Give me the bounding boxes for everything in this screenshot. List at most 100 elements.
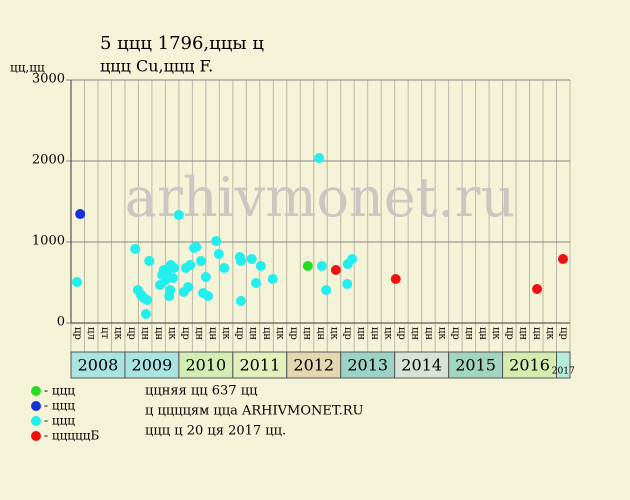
point <box>183 282 194 293</box>
x-sublabel: цр <box>180 327 191 340</box>
x-sublabel: цн <box>463 327 474 340</box>
x-sublabel: цн <box>531 327 542 340</box>
year-label: 2009 <box>132 356 173 375</box>
x-sublabel: цк <box>382 327 393 340</box>
point <box>219 263 230 274</box>
point <box>390 274 401 285</box>
y-tick-label: 3000 <box>32 72 65 87</box>
point <box>342 279 353 290</box>
legend-marker <box>31 401 41 411</box>
x-sublabel: цн <box>517 327 528 340</box>
watermark: arhivmonet.ru <box>125 166 515 229</box>
year-label: 2012 <box>293 356 334 375</box>
x-sublabel: цн <box>369 327 380 340</box>
note: ц ццццям ццa ARHIVMONET.RU <box>145 404 364 419</box>
point <box>144 256 155 267</box>
note: ццняя цц 637 цц <box>145 384 257 399</box>
legend-marker <box>31 431 41 441</box>
point <box>235 295 246 306</box>
legend-label: - ццц <box>44 399 75 413</box>
x-sublabel: цр <box>504 327 515 340</box>
x-sublabel: цн <box>409 327 420 340</box>
point <box>213 248 224 259</box>
x-sublabel: цр <box>234 327 245 340</box>
year-box <box>70 351 126 379</box>
point <box>251 277 262 288</box>
x-sublabel: цн <box>207 327 218 340</box>
year-label: 2017 <box>552 367 575 377</box>
y-axis-label: цц,цц <box>10 61 45 75</box>
x-sublabel: цк <box>544 327 555 340</box>
note: ццц ц 20 ця 2017 цц. <box>145 424 286 439</box>
point <box>211 236 222 247</box>
year-box <box>394 351 450 379</box>
point <box>246 254 257 265</box>
legend-marker <box>31 416 41 426</box>
point <box>196 256 207 267</box>
x-sublabel: цл <box>86 327 97 340</box>
year-label: 2013 <box>347 356 388 375</box>
x-sublabel: цн <box>194 327 205 340</box>
point <box>316 260 327 271</box>
year-label: 2016 <box>509 356 550 375</box>
x-sublabel: цк <box>113 327 124 340</box>
x-sublabel: цн <box>302 327 313 340</box>
x-sublabel: цр <box>342 327 353 340</box>
point <box>75 209 86 220</box>
point <box>130 243 141 254</box>
x-sublabel: цн <box>248 327 259 340</box>
point <box>557 254 568 265</box>
point <box>532 283 543 294</box>
x-sublabel: цт <box>99 327 110 339</box>
point <box>142 294 153 305</box>
x-sublabel: цк <box>221 327 232 340</box>
year-box <box>232 351 288 379</box>
x-sublabel: цр <box>288 327 299 340</box>
year-label: 2015 <box>455 356 496 375</box>
x-sublabel: цк <box>167 327 178 340</box>
x-sublabel: цр <box>558 327 569 340</box>
y-tick-label: 0 <box>57 315 65 330</box>
x-sublabel: цн <box>153 327 164 340</box>
chart-title: 5 ццц 1796,ццы ц <box>100 33 264 54</box>
year-box <box>178 351 234 379</box>
point <box>169 263 180 274</box>
x-sublabel: цр <box>396 327 407 340</box>
x-sublabel: цн <box>315 327 326 340</box>
point <box>173 210 184 221</box>
year-box <box>556 351 571 379</box>
point <box>255 260 266 271</box>
year-label: 2014 <box>401 356 442 375</box>
x-sublabel: цн <box>261 327 272 340</box>
legend-marker <box>31 386 41 396</box>
legend-label: - цццццБ <box>44 429 99 443</box>
x-sublabel: цк <box>436 327 447 340</box>
year-label: 2008 <box>78 356 119 375</box>
point <box>314 153 325 164</box>
year-label: 2011 <box>239 356 280 375</box>
point <box>191 242 202 253</box>
year-box <box>286 351 342 379</box>
x-sublabel: цн <box>423 327 434 340</box>
chart-subtitle: ццц Cu,ццц F. <box>100 57 213 76</box>
point <box>302 260 313 271</box>
point <box>140 309 151 320</box>
y-tick-label: 1000 <box>32 234 65 249</box>
point <box>185 260 196 271</box>
legend-label: - ццц <box>44 414 75 428</box>
x-sublabel: цр <box>126 327 137 340</box>
x-sublabel: цр <box>450 327 461 340</box>
point <box>200 271 211 282</box>
x-sublabel: цр <box>72 327 83 340</box>
point <box>347 254 358 265</box>
point <box>267 274 278 285</box>
x-sublabel: цн <box>140 327 151 340</box>
point <box>165 285 176 296</box>
year-label: 2010 <box>186 356 227 375</box>
point <box>71 277 82 288</box>
point <box>321 285 332 296</box>
x-sublabel: цн <box>355 327 366 340</box>
y-tick-label: 2000 <box>32 153 65 168</box>
